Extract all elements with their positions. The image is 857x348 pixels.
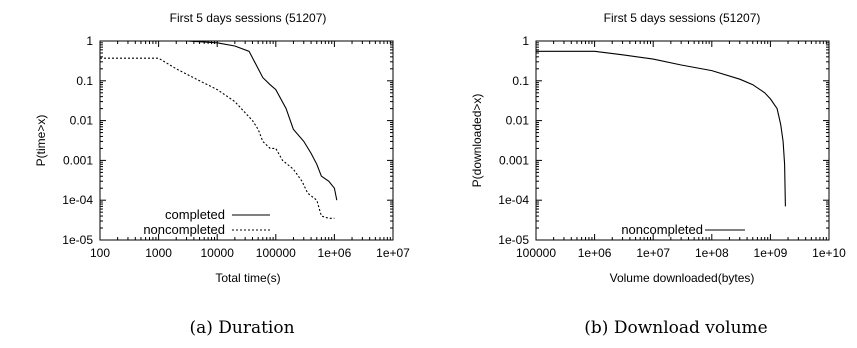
x-tick-label: 100000 [516, 246, 556, 260]
plot-frame [99, 40, 394, 241]
y-tick-label: 0.1 [512, 74, 529, 88]
x-tick-label: 1e+07 [636, 246, 670, 260]
y-axis-label: P(downloaded>x) [470, 94, 484, 188]
figure-caption: (a) Duration [189, 318, 294, 338]
series-line-noncompleted [536, 50, 786, 207]
y-tick-label: 0.1 [76, 74, 93, 88]
legend-label-noncompleted: noncompleted [621, 222, 703, 237]
x-tick-label: 1e+10 [812, 246, 846, 260]
y-tick-label: 1e-04 [62, 193, 93, 207]
legend-label-noncompleted: noncompleted [143, 222, 225, 237]
y-tick-label: 1e-05 [62, 233, 93, 247]
x-tick-label: 1e+06 [318, 246, 352, 260]
chart-title: First 5 days sessions (51207) [170, 11, 327, 25]
x-tick-label: 10000 [201, 246, 235, 260]
y-tick-label: 1 [86, 34, 93, 48]
chart-title: First 5 days sessions (51207) [604, 11, 761, 25]
y-tick-label: 0.01 [70, 114, 94, 128]
series-line-completed [100, 40, 338, 201]
x-tick-label: 1000 [145, 246, 172, 260]
chart-panel-2: First 5 days sessions (51207) 100000 1e+06… [470, 11, 846, 338]
x-tick-label: 1e+08 [695, 246, 729, 260]
x-tick-label: 1e+06 [578, 246, 612, 260]
x-axis-label: Total time(s) [215, 271, 280, 285]
chart-panel-1: First 5 days sessions (51207) 100 1000 1000… [34, 11, 410, 338]
plot-frame [535, 40, 830, 241]
y-axis-label: P(time>x) [34, 115, 48, 167]
x-tick-label: 100 [90, 246, 110, 260]
y-tick-label: 1e-05 [498, 233, 529, 247]
x-tick-label: 1e+07 [376, 246, 410, 260]
series-line-noncompleted [100, 57, 335, 219]
y-tick-label: 1 [522, 34, 529, 48]
x-axis-label: Volume downloaded(bytes) [610, 271, 755, 285]
y-tick-label: 0.001 [499, 153, 529, 167]
figure-caption: (b) Download volume [584, 318, 767, 338]
x-tick-label: 1e+09 [754, 246, 788, 260]
y-tick-label: 1e-04 [498, 193, 529, 207]
x-tick-label: 100000 [256, 246, 296, 260]
y-tick-label: 0.01 [506, 114, 530, 128]
y-tick-label: 0.001 [63, 153, 93, 167]
legend-label-completed: completed [165, 207, 225, 222]
